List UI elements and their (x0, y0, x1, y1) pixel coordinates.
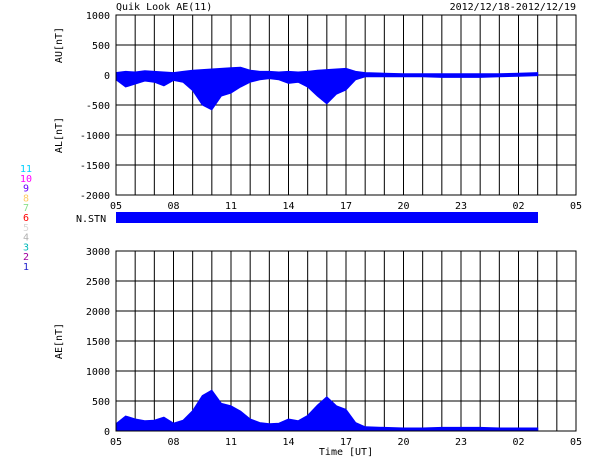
station-number: 3 (23, 242, 29, 253)
ae-plot-frame (115, 250, 577, 432)
x-tick-label: 23 (455, 201, 467, 212)
au-al-grid (115, 14, 577, 196)
y-tick-label: 1000 (86, 367, 110, 378)
y-tick-label: 500 (92, 397, 110, 408)
au-series-area (115, 66, 539, 76)
x-tick-label: 02 (512, 437, 524, 448)
ae-area (115, 389, 539, 432)
y-tick-label: -2000 (80, 191, 110, 202)
x-tick-label: 14 (282, 437, 294, 448)
ae-grid (115, 250, 577, 432)
y-tick-label: -1000 (80, 131, 110, 142)
y-tick-label: -500 (86, 101, 110, 112)
time-axis-label: Time [UT] (319, 447, 373, 458)
y-tick-label: 1500 (86, 337, 110, 348)
station-number: 11 (20, 164, 32, 175)
x-tick-label: 05 (570, 201, 582, 212)
station-number: 1 (23, 262, 29, 273)
ae-x-tick-labels: 05 08 11 14 17 20 23 02 05 (110, 437, 582, 448)
x-tick-label: 14 (282, 201, 294, 212)
x-tick-label: 11 (225, 437, 237, 448)
ae-series-area (115, 389, 539, 432)
au-axis-label: AU[nT] (54, 27, 65, 63)
station-number: 9 (23, 184, 29, 195)
date-range: 2012/12/18-2012/12/19 (450, 2, 576, 13)
au-al-plot-frame (115, 14, 577, 196)
al-series-area (115, 74, 539, 111)
x-tick-label: 02 (512, 201, 524, 212)
y-tick-label: 2500 (86, 277, 110, 288)
y-tick-label: 0 (104, 427, 110, 438)
station-number: 8 (23, 193, 29, 204)
x-tick-label: 17 (340, 437, 352, 448)
station-bar-label: N.STN (76, 214, 106, 225)
x-tick-label: 05 (110, 437, 122, 448)
x-tick-label: 08 (167, 201, 179, 212)
x-tick-label: 11 (225, 201, 237, 212)
station-number: 10 (20, 174, 32, 185)
station-number: 6 (23, 213, 29, 224)
al-axis-label: AL[nT] (54, 117, 65, 153)
y-tick-label: 2000 (86, 307, 110, 318)
chart-title: Quik Look AE(11) (116, 2, 212, 13)
x-tick-label: 08 (167, 437, 179, 448)
station-number: 2 (23, 252, 29, 263)
y-tick-label: 3000 (86, 247, 110, 258)
station-number: 5 (23, 223, 29, 234)
ae-y-tick-labels: 3000 2500 2000 1500 1000 500 0 (86, 247, 110, 438)
au-al-x-tick-labels: 05 08 11 14 17 20 23 02 05 (110, 201, 582, 212)
y-tick-label: -1500 (80, 161, 110, 172)
y-tick-label: 0 (104, 71, 110, 82)
x-tick-label: 05 (570, 437, 582, 448)
y-tick-label: 1000 (86, 11, 110, 22)
y-tick-label: 500 (92, 41, 110, 52)
x-tick-label: 20 (397, 437, 409, 448)
au-al-area (115, 66, 539, 111)
x-tick-label: 05 (110, 201, 122, 212)
station-number: 4 (23, 233, 29, 244)
x-tick-label: 23 (455, 437, 467, 448)
station-coverage-bar (116, 212, 538, 223)
station-number: 7 (23, 203, 29, 214)
au-al-y-tick-labels: 1000 500 0 -500 -1000 -1500 -2000 (80, 11, 110, 202)
x-tick-label: 20 (397, 201, 409, 212)
x-tick-label: 17 (340, 201, 352, 212)
ae-axis-label: AE[nT] (54, 323, 65, 359)
